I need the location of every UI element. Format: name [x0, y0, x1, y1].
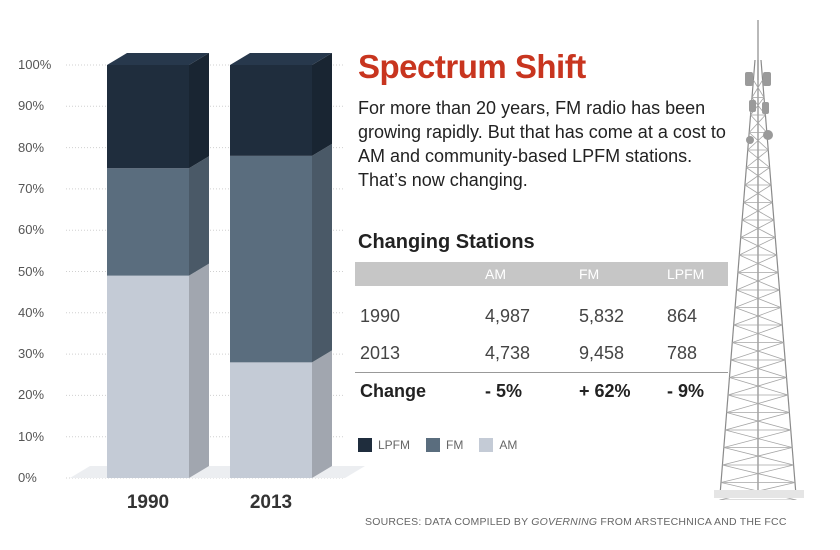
y-tick-label: 40%: [18, 304, 45, 320]
bar-segment-fm-2013: [230, 155, 312, 363]
y-tick-label: 80%: [18, 139, 45, 155]
source-prefix: SOURCES: DATA COMPILED BY: [365, 516, 532, 528]
table-row: 1990 4,987 5,832 864: [355, 298, 728, 335]
bar-top-2013: [230, 53, 332, 65]
legend-swatch-am: [479, 438, 494, 452]
header-am: AM: [485, 266, 506, 282]
y-tick-label: 60%: [18, 222, 45, 238]
legend-label-fm: FM: [446, 438, 464, 452]
legend-label-lpfm: LPFM: [378, 438, 411, 452]
change-label: Change: [360, 381, 427, 401]
bar-segment-lpfm-1990: [107, 65, 189, 169]
row-year: 2013: [360, 343, 401, 363]
bar-side-fm-2013: [312, 143, 332, 363]
y-tick-label: 90%: [18, 98, 45, 114]
cell-fm: 9,458: [579, 343, 625, 363]
header-lpfm: LPFM: [667, 266, 705, 282]
bars: [107, 53, 332, 478]
chart-description: For more than 20 years, FM radio has bee…: [358, 98, 726, 190]
antenna-dishes-icon: [745, 72, 773, 144]
change-am: - 5%: [485, 381, 523, 401]
y-tick-label: 70%: [18, 180, 45, 196]
source-suffix: FROM ARSTECHNICA AND THE FCC: [597, 516, 787, 528]
x-category-label: 1990: [126, 492, 170, 513]
cell-fm: 5,832: [579, 306, 625, 326]
tower-frame-icon: [719, 20, 797, 496]
bar-top-1990: [107, 53, 209, 65]
bar-segment-lpfm-2013: [230, 65, 312, 156]
table-title: Changing Stations: [358, 231, 535, 253]
y-tick-label: 30%: [18, 346, 45, 362]
change-fm: + 62%: [579, 381, 631, 401]
y-tick-label: 20%: [18, 387, 45, 403]
table-change-row: Change - 5% + 62% - 9%: [355, 372, 728, 409]
header-fm: FM: [579, 266, 600, 282]
table-row: 2013 4,738 9,458 788: [355, 335, 728, 372]
legend-swatch-lpfm: [358, 438, 372, 452]
stations-table: AM FM LPFM 1990 4,987 5,832 864 2013 4,7…: [355, 262, 728, 409]
bar-side-lpfm-2013: [312, 53, 332, 156]
x-category-label: 2013: [249, 492, 293, 513]
bar-side-am-2013: [312, 350, 332, 478]
cell-am: 4,987: [485, 306, 531, 326]
tower-base-icon: [714, 490, 804, 498]
row-year: 1990: [360, 306, 401, 326]
legend: LPFM FM AM: [358, 438, 533, 452]
y-tick-label: 50%: [18, 263, 45, 279]
cell-lpfm: 864: [667, 306, 698, 326]
y-tick-label: 10%: [18, 428, 45, 444]
y-tick-label: 0%: [18, 470, 37, 485]
bar-segment-am-1990: [107, 275, 189, 478]
radio-tower-illustration: [714, 20, 804, 500]
change-lpfm: - 9%: [667, 381, 705, 401]
bar-segment-fm-1990: [107, 168, 189, 276]
legend-label-am: AM: [499, 438, 518, 452]
bar-side-lpfm-1990: [189, 53, 209, 169]
source-publication: GOVERNING: [531, 516, 598, 528]
bar-side-am-1990: [189, 263, 209, 478]
y-tick-label: 100%: [18, 57, 52, 72]
bar-segment-am-2013: [230, 362, 312, 478]
cell-lpfm: 788: [667, 343, 698, 363]
source-note: SOURCES: DATA COMPILED BY GOVERNING FROM…: [365, 516, 787, 528]
legend-swatch-fm: [426, 438, 441, 452]
bar-side-fm-1990: [189, 156, 209, 276]
chart-title: Spectrum Shift: [358, 48, 586, 85]
table-header-row: AM FM LPFM: [355, 262, 728, 286]
cell-am: 4,738: [485, 343, 531, 363]
